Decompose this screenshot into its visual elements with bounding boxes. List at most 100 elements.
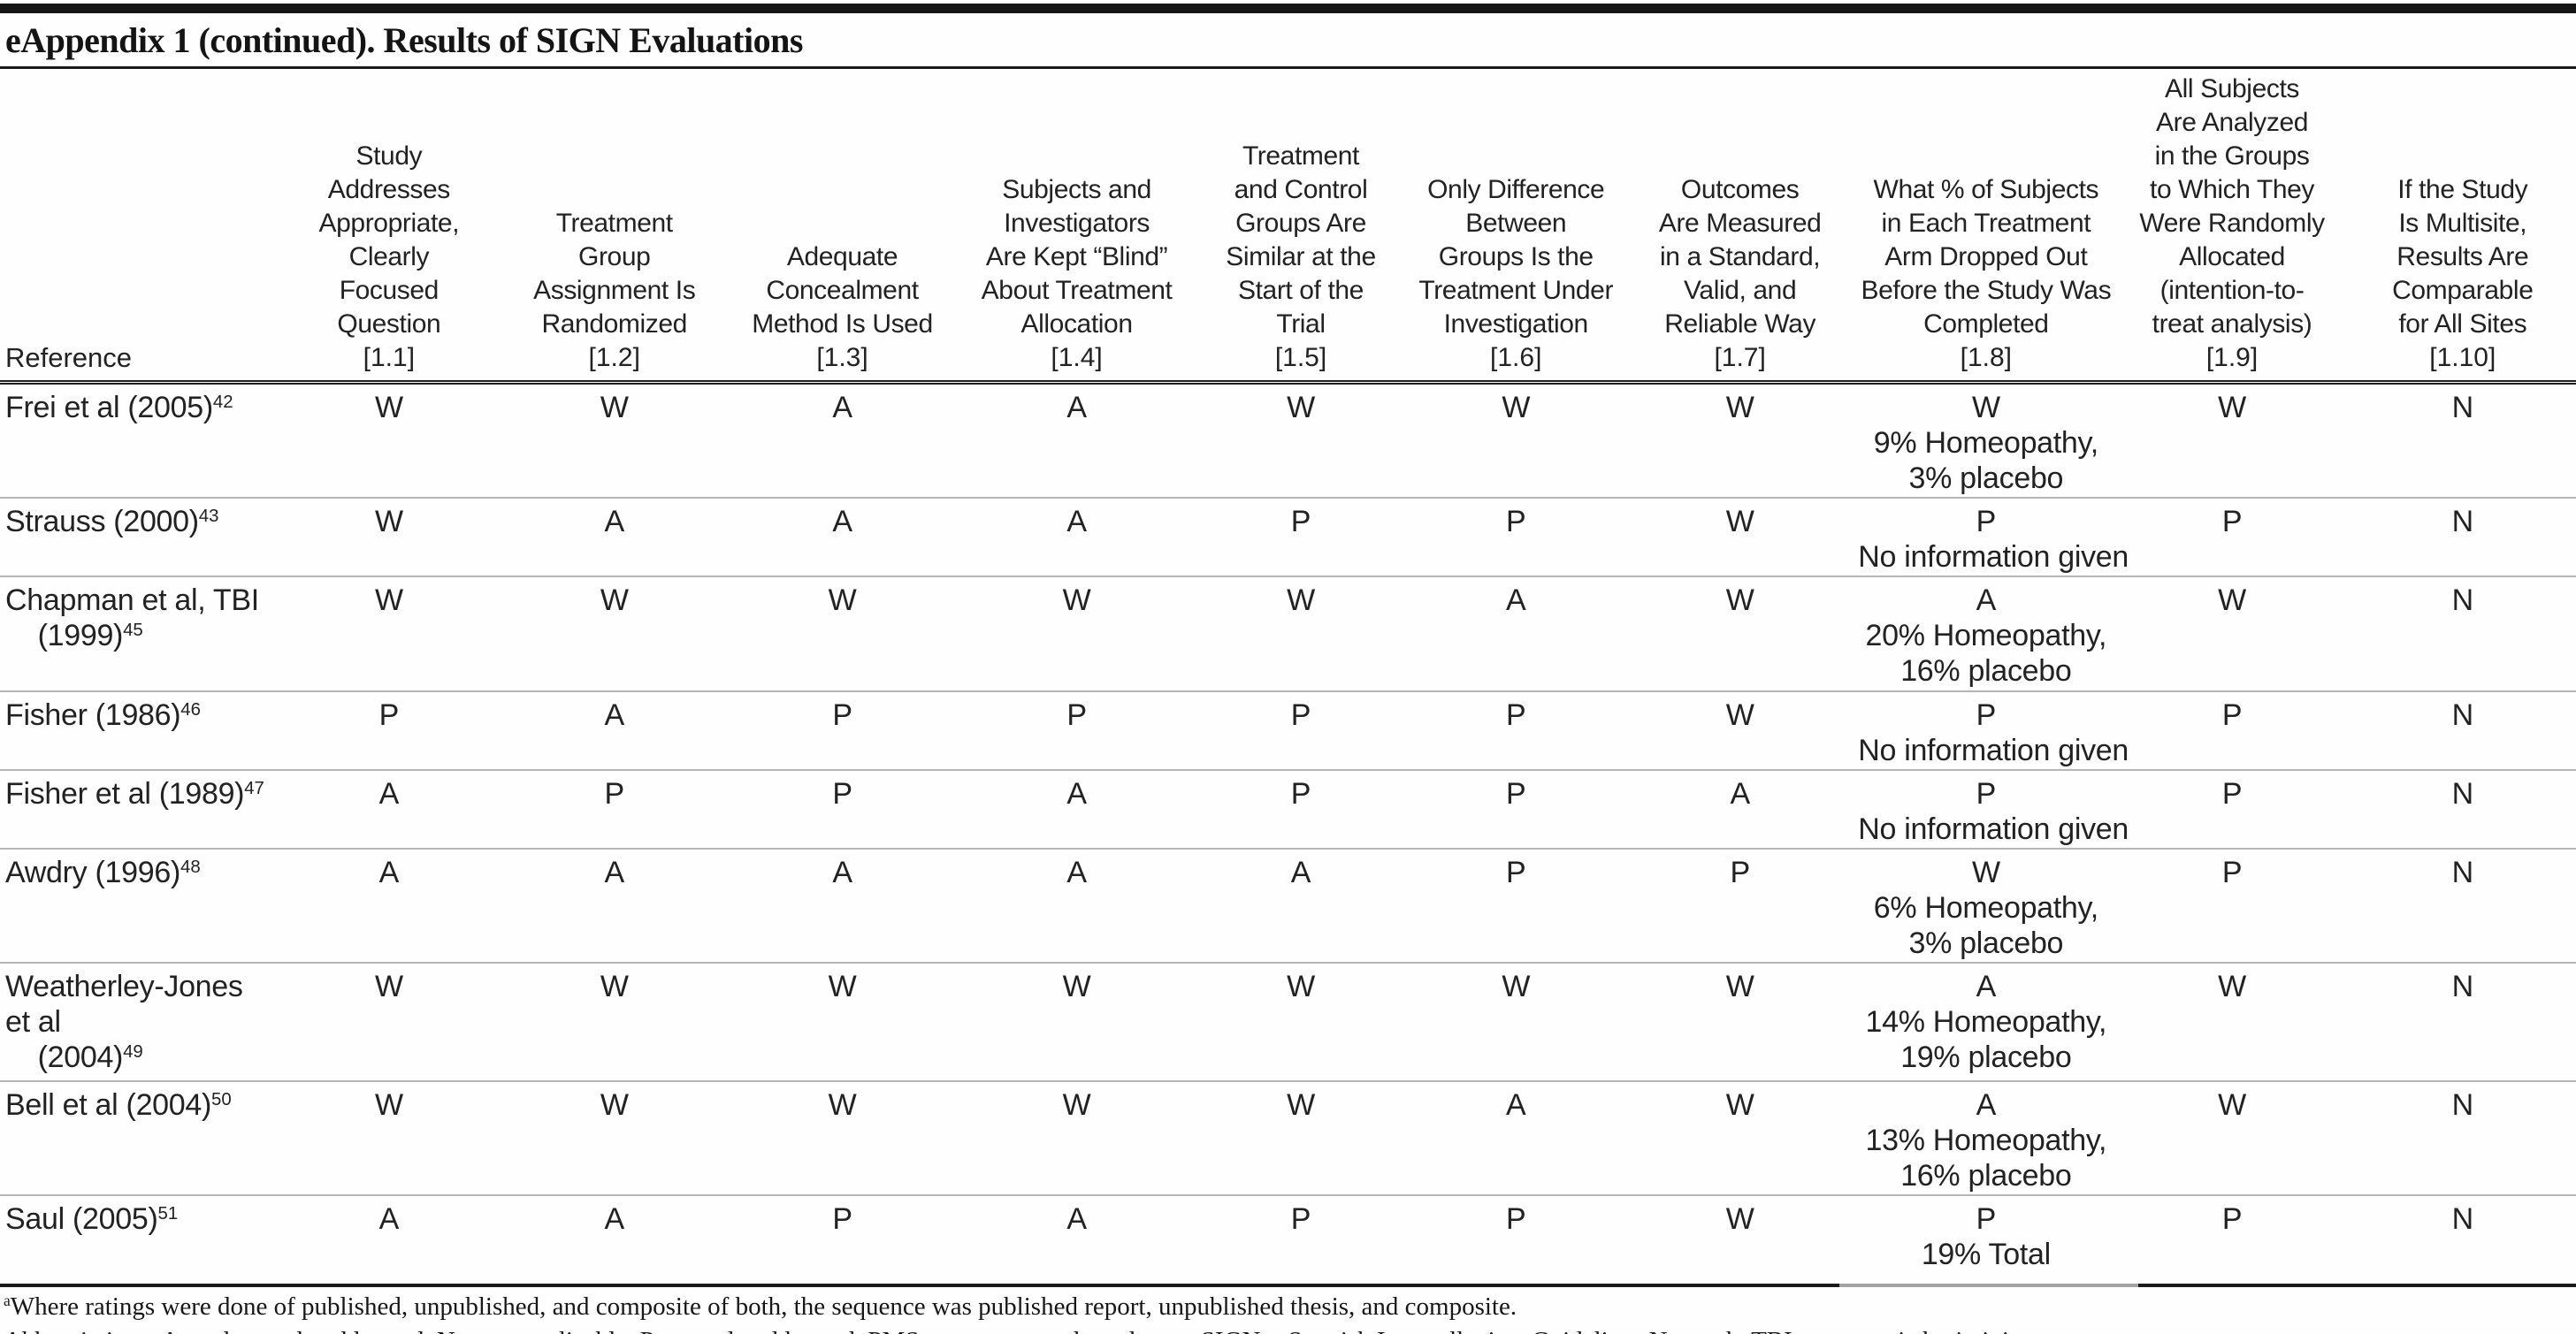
rating-cell: A — [1623, 769, 1858, 849]
rating-cell: W — [960, 576, 1193, 691]
reference-citation-superscript: 51 — [157, 1203, 179, 1223]
rating-cell: P — [1409, 497, 1624, 576]
reference-cell: Frei et al (2005)42 — [0, 383, 273, 499]
table-body: Frei et al (2005)42 W W A A W W W W 9% H… — [0, 383, 2576, 1284]
reference-text: Weatherley-Jones et al (2004) — [5, 970, 243, 1074]
rating-cell: P — [2114, 690, 2350, 770]
reference-cell: Saul (2005)51 — [0, 1194, 273, 1284]
rating-cell: P — [1409, 690, 1624, 770]
sign-evaluations-table: Reference Study Addresses Appropriate, C… — [0, 69, 2576, 1284]
rating-cell: A — [504, 497, 724, 576]
column-header-1-2: Treatment Group Assignment Is Randomized… — [504, 69, 724, 385]
rating-cell: P — [1192, 497, 1410, 576]
rating-cell-dropout: P No information given — [1857, 769, 2129, 849]
reference-citation-superscript: 42 — [212, 392, 233, 412]
reference-citation-superscript: 49 — [123, 1041, 143, 1062]
top-rule-bar — [0, 4, 2576, 13]
column-header-code: [1.1] — [363, 343, 416, 372]
rating-cell: W — [960, 962, 1193, 1081]
column-header-code: [1.4] — [1051, 343, 1103, 372]
rating-cell: A — [504, 1194, 724, 1284]
column-header-label: Adequate Concealment Method Is Used — [752, 242, 933, 339]
rating-cell: N — [2349, 497, 2576, 576]
reference-text: Saul (2005) — [5, 1202, 158, 1236]
rating-cell: W — [960, 1080, 1193, 1195]
reference-text: Fisher (1986) — [5, 698, 181, 732]
table-row: Chapman et al, TBI (1999)45 W W W W W A … — [0, 576, 2576, 691]
rating-cell: W — [504, 962, 724, 1081]
column-header-label: Study Addresses Appropriate, Clearly Foc… — [318, 141, 460, 339]
rating-cell: A — [1409, 576, 1624, 691]
column-header-label: Treatment Group Assignment Is Randomized — [533, 209, 696, 339]
rating-cell: P — [2114, 497, 2350, 576]
reference-citation-superscript: 46 — [180, 699, 201, 720]
table-row: Strauss (2000)43 W A A A P P W P No info… — [0, 497, 2576, 576]
rating-cell: A — [272, 1194, 505, 1284]
reference-cell: Awdry (1996)48 — [0, 848, 273, 963]
rating-cell: W — [2114, 1080, 2350, 1195]
rating-cell: P — [723, 690, 961, 770]
column-header-code: [1.2] — [588, 343, 640, 372]
rating-cell: N — [2349, 769, 2576, 849]
rating-cell: P — [1192, 690, 1410, 770]
column-header-label: Treatment and Control Groups Are Similar… — [1226, 141, 1376, 339]
reference-citation-superscript: 47 — [244, 778, 264, 798]
table-row: Fisher et al (1989)47 A P P A P P A P No… — [0, 769, 2576, 849]
rating-cell: A — [832, 391, 852, 424]
rating-cell: W — [504, 576, 724, 691]
rating-cell: W — [1502, 391, 1531, 424]
rating-cell: A — [1409, 1080, 1624, 1195]
rating-cell: W — [723, 962, 961, 1081]
rating-cell: W — [1192, 576, 1410, 691]
rating-cell: W — [272, 962, 505, 1081]
rating-cell: W — [1725, 391, 1754, 424]
reference-column-header: Reference — [0, 69, 273, 385]
column-header-code: [1.10] — [2429, 343, 2496, 372]
reference-cell: Fisher et al (1989)47 — [0, 769, 273, 849]
column-header-code: [1.7] — [1714, 343, 1766, 372]
reference-text: Strauss (2000) — [5, 505, 199, 538]
column-header-code: [1.8] — [1960, 343, 2013, 372]
rating-cell: P — [2114, 769, 2350, 849]
rating-cell: P — [2114, 848, 2350, 963]
rating-cell-dropout: P No information given — [1857, 690, 2129, 770]
column-header-label: Subjects and Investigators Are Kept “Bli… — [981, 175, 1173, 339]
column-header-1-1: Study Addresses Appropriate, Clearly Foc… — [272, 69, 505, 385]
column-header-label: Only Difference Between Groups Is the Tr… — [1418, 175, 1614, 339]
column-header-1-6: Only Difference Between Groups Is the Tr… — [1409, 69, 1624, 385]
title-divider-rule — [0, 66, 2576, 69]
column-header-code: [1.5] — [1274, 343, 1327, 372]
reference-citation-superscript: 48 — [180, 857, 201, 877]
rating-cell: W — [1623, 497, 1858, 576]
rating-cell: W — [272, 1080, 505, 1195]
table-row: Saul (2005)51 A A P A P P W P 19% Total … — [0, 1194, 2576, 1284]
rating-cell: A — [960, 497, 1193, 576]
rating-cell: N — [2349, 1194, 2576, 1284]
rating-cell: P — [1623, 848, 1858, 963]
column-header-code: [1.3] — [816, 343, 868, 372]
reference-cell: Chapman et al, TBI (1999)45 — [0, 576, 273, 691]
rating-cell: W — [723, 576, 961, 691]
rating-cell: N — [2349, 962, 2576, 1081]
rating-cell-dropout: A 14% Homeopathy, 19% placebo — [1857, 962, 2115, 1081]
rating-cell: W — [1623, 1080, 1858, 1195]
reference-text: Frei et al (2005) — [5, 391, 213, 424]
column-header-label: Outcomes Are Measured in a Standard, Val… — [1658, 175, 1822, 339]
reference-citation-superscript: 45 — [123, 620, 143, 640]
rating-cell: P — [272, 690, 505, 770]
rating-cell: W — [600, 391, 629, 424]
rating-cell: A — [504, 848, 724, 963]
header-row: Reference Study Addresses Appropriate, C… — [0, 69, 2576, 385]
rating-cell: W — [1192, 1080, 1410, 1195]
rating-cell: P — [723, 769, 961, 849]
rating-cell: N — [2349, 1080, 2576, 1195]
reference-citation-superscript: 50 — [211, 1089, 232, 1109]
rating-cell: P — [1192, 769, 1410, 849]
footnote-a-superscript: a — [4, 1292, 11, 1310]
column-header-1-10: If the Study Is Multisite, Results Are C… — [2349, 69, 2576, 385]
footnote-divider-rule — [0, 1284, 2576, 1287]
table-row: Awdry (1996)48 A A A A A P P W 6% Homeop… — [0, 848, 2576, 963]
reference-cell: Fisher (1986)46 — [0, 690, 273, 770]
rating-cell: A — [960, 769, 1193, 849]
